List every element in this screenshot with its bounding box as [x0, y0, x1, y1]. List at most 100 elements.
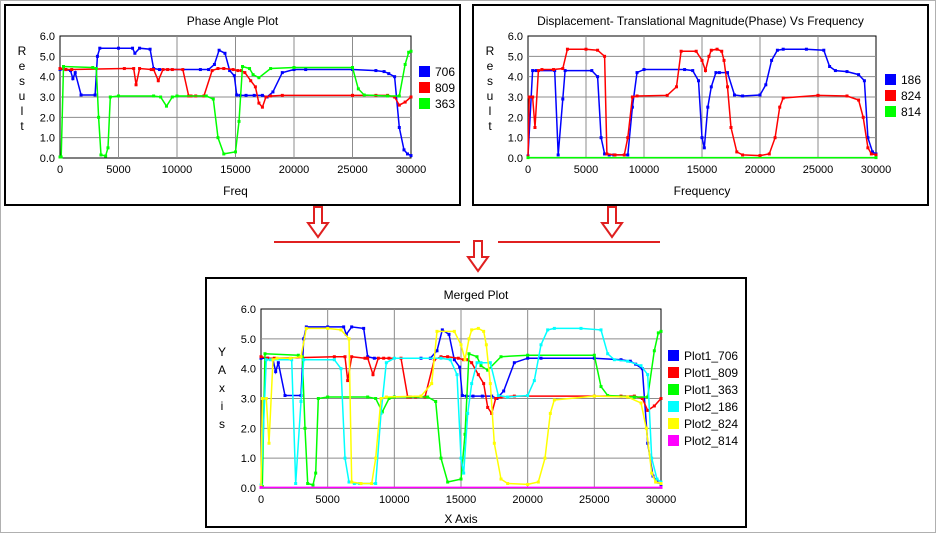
data-point	[709, 48, 713, 52]
data-point	[210, 69, 214, 73]
data-point	[512, 361, 516, 365]
x-tick-label: 0	[525, 164, 531, 176]
data-point	[379, 397, 383, 400]
data-point	[565, 47, 569, 51]
data-point	[131, 46, 135, 50]
data-point	[296, 353, 300, 357]
data-point	[264, 95, 268, 99]
data-point	[374, 397, 378, 400]
data-point	[605, 152, 609, 156]
data-point	[99, 153, 103, 157]
data-point	[299, 399, 303, 403]
data-point	[561, 97, 565, 101]
data-point	[217, 48, 221, 52]
data-point	[455, 373, 459, 377]
data-point	[343, 355, 347, 359]
data-point	[741, 94, 745, 98]
data-point	[552, 68, 556, 72]
legend-swatch	[668, 401, 679, 412]
data-point	[635, 94, 639, 98]
data-point	[332, 358, 336, 362]
data-point	[280, 93, 284, 97]
x-axis-label: Frequency	[674, 184, 731, 198]
series-line-Plot1_363	[261, 330, 662, 488]
y-tick-label: 4.0	[40, 72, 55, 84]
data-point	[326, 326, 330, 330]
y-tick-label: 0.0	[241, 483, 256, 495]
data-point	[71, 77, 75, 81]
data-point	[644, 426, 648, 430]
data-point	[326, 395, 330, 399]
data-point	[714, 71, 718, 75]
y-tick-label: 3.0	[40, 92, 55, 104]
data-point	[351, 93, 354, 97]
data-point	[639, 401, 643, 405]
data-point	[778, 105, 782, 109]
data-point	[579, 326, 583, 330]
data-point	[866, 146, 870, 150]
data-point	[781, 96, 785, 100]
data-point	[288, 356, 292, 360]
chart-merged-plot: Merged Plot 0 5000 10000 15000 20000 25000 3000…	[205, 277, 747, 528]
data-point	[239, 69, 243, 73]
x-tick-label: 20000	[279, 164, 310, 176]
data-point	[149, 68, 153, 72]
legend-label: Plot2_186	[684, 400, 738, 414]
data-point	[691, 69, 695, 73]
legend-label: Plot1_809	[684, 366, 738, 380]
data-point	[280, 71, 284, 75]
data-point	[679, 49, 683, 53]
x-tick-label: 10000	[379, 494, 410, 506]
data-point	[467, 352, 471, 356]
data-point	[702, 146, 706, 150]
legend-label: Plot1_363	[684, 383, 738, 397]
x-tick-label: 15000	[687, 164, 718, 176]
chart-title: Phase Angle Plot	[187, 14, 279, 28]
data-point	[456, 356, 460, 360]
data-point	[164, 104, 168, 108]
data-point	[630, 95, 634, 99]
data-point	[257, 76, 261, 80]
data-point	[70, 68, 74, 72]
data-point	[133, 51, 137, 55]
data-point	[211, 97, 215, 101]
data-point	[603, 54, 607, 58]
data-point	[607, 153, 611, 157]
data-point	[236, 69, 240, 73]
data-point	[874, 156, 878, 160]
data-point	[216, 67, 220, 71]
data-point	[459, 456, 463, 460]
data-point	[506, 395, 510, 399]
data-point	[402, 148, 406, 152]
data-point	[539, 356, 543, 360]
y-tick-label: 3.0	[508, 92, 523, 104]
data-point	[374, 482, 378, 486]
data-point	[506, 482, 510, 486]
data-point	[311, 483, 315, 487]
data-point	[599, 328, 603, 332]
chart-phase-angle-plot: Phase Angle Plot 0 5000 10000 15000 20000 2500…	[4, 4, 461, 206]
data-point	[248, 67, 252, 71]
data-point	[170, 68, 174, 72]
data-point	[356, 87, 360, 91]
data-point	[269, 94, 273, 98]
y-tick-label: 6.0	[508, 31, 523, 43]
data-point	[175, 94, 179, 98]
data-point	[448, 358, 452, 362]
x-tick-label: 25000	[337, 164, 368, 176]
data-point	[866, 136, 870, 140]
data-point	[434, 399, 438, 403]
data-point	[343, 456, 347, 460]
data-point	[871, 150, 875, 154]
data-point	[499, 355, 503, 359]
data-point	[655, 477, 659, 481]
data-point	[435, 329, 439, 333]
data-point	[409, 49, 413, 53]
x-tick-label: 15000	[446, 494, 477, 506]
legend-swatch	[668, 350, 679, 361]
data-point	[440, 328, 444, 332]
data-point	[346, 379, 350, 383]
data-point	[527, 95, 531, 99]
data-point	[526, 353, 530, 357]
data-point	[94, 67, 98, 71]
